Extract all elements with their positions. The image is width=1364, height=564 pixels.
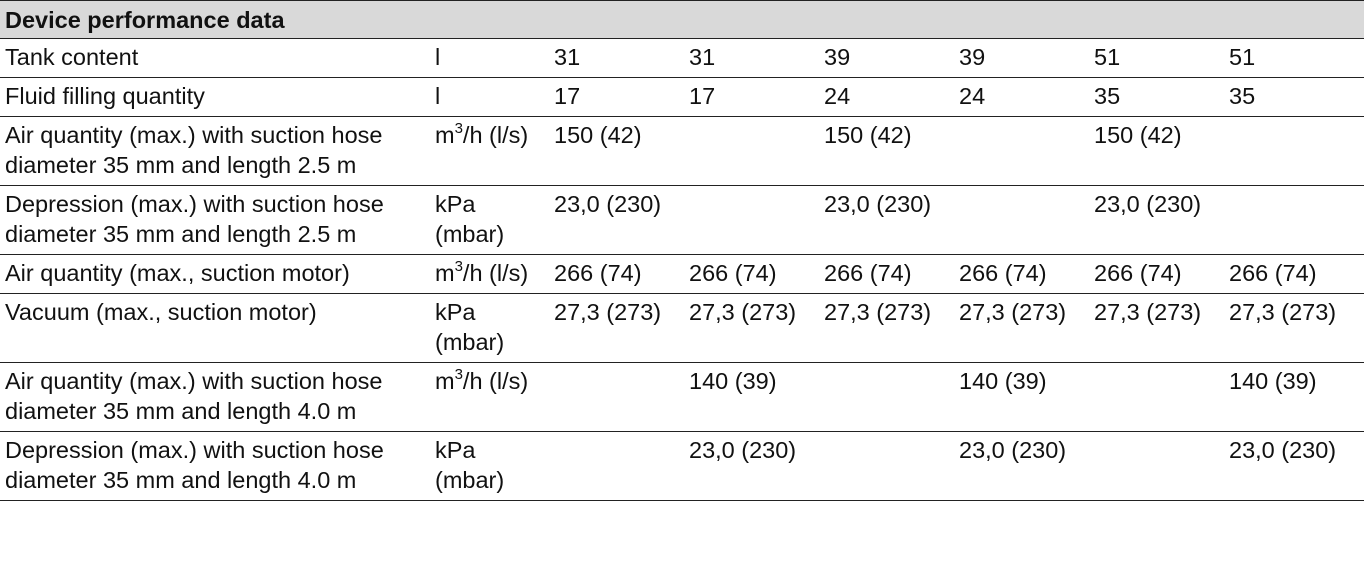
row-unit: m3/h (l/s) <box>430 254 549 294</box>
device-performance-table: Device performance data Tank content l 31 3… <box>0 0 1364 501</box>
value-cell: 17 <box>549 77 684 117</box>
row-label: Tank content <box>0 38 430 78</box>
row-unit: l <box>430 38 549 78</box>
value-cell <box>954 116 1089 186</box>
table-row: Depression (max.) with suction hose diam… <box>0 431 1364 501</box>
value-cell <box>1224 185 1364 255</box>
value-cell: 31 <box>549 38 684 78</box>
value-cell <box>684 116 819 186</box>
unit-suffix: /h (l/s) <box>462 260 529 286</box>
unit-suffix: /h (l/s) <box>462 122 529 148</box>
value-cell: 266 (74) <box>1089 254 1224 294</box>
value-cell <box>819 431 954 501</box>
value-cell: 140 (39) <box>1224 362 1364 432</box>
value-cell: 266 (74) <box>549 254 684 294</box>
value-cell: 150 (42) <box>819 116 954 186</box>
value-cell <box>819 362 954 432</box>
value-cell <box>684 185 819 255</box>
value-cell: 31 <box>684 38 819 78</box>
row-label: Air quantity (max., suction motor) <box>0 254 430 294</box>
value-cell: 150 (42) <box>1089 116 1224 186</box>
value-cell: 17 <box>684 77 819 117</box>
value-cell: 23,0 (230) <box>549 185 684 255</box>
value-cell <box>1224 116 1364 186</box>
value-cell: 266 (74) <box>954 254 1089 294</box>
unit-base: m <box>435 260 455 286</box>
value-cell <box>549 431 684 501</box>
row-label: Air quantity (max.) with suction hose di… <box>0 116 430 186</box>
value-cell: 27,3 (273) <box>684 293 819 363</box>
table-row: Tank content l 31 31 39 39 51 51 <box>0 38 1364 78</box>
unit-exponent: 3 <box>454 120 463 138</box>
value-cell: 27,3 (273) <box>954 293 1089 363</box>
row-unit: m3/h (l/s) <box>430 116 549 186</box>
row-label: Air quantity (max.) with suction hose di… <box>0 362 430 432</box>
value-cell: 27,3 (273) <box>549 293 684 363</box>
value-cell: 39 <box>819 38 954 78</box>
value-cell: 266 (74) <box>819 254 954 294</box>
value-cell: 35 <box>1224 77 1364 117</box>
row-label: Depression (max.) with suction hose diam… <box>0 185 430 255</box>
value-cell: 35 <box>1089 77 1224 117</box>
value-cell <box>549 362 684 432</box>
table-title-row: Device performance data <box>0 0 1364 39</box>
value-cell: 51 <box>1089 38 1224 78</box>
unit-base: l <box>435 44 441 70</box>
row-label: Fluid filling quantity <box>0 77 430 117</box>
value-cell: 140 (39) <box>684 362 819 432</box>
value-cell: 140 (39) <box>954 362 1089 432</box>
value-cell: 27,3 (273) <box>819 293 954 363</box>
table-row: Air quantity (max.) with suction hose di… <box>0 116 1364 186</box>
value-cell: 23,0 (230) <box>1224 431 1364 501</box>
value-cell: 23,0 (230) <box>684 431 819 501</box>
value-cell: 39 <box>954 38 1089 78</box>
unit-base: m <box>435 122 455 148</box>
value-cell: 23,0 (230) <box>954 431 1089 501</box>
value-cell: 23,0 (230) <box>819 185 954 255</box>
unit-base: kPa (mbar) <box>435 437 505 493</box>
value-cell: 23,0 (230) <box>1089 185 1224 255</box>
value-cell: 24 <box>819 77 954 117</box>
row-unit: kPa (mbar) <box>430 185 549 255</box>
unit-base: m <box>435 368 455 394</box>
unit-exponent: 3 <box>454 258 463 276</box>
value-cell: 266 (74) <box>1224 254 1364 294</box>
table-row: Depression (max.) with suction hose diam… <box>0 185 1364 255</box>
value-cell: 24 <box>954 77 1089 117</box>
row-label: Depression (max.) with suction hose diam… <box>0 431 430 501</box>
row-unit: kPa (mbar) <box>430 293 549 363</box>
row-unit: m3/h (l/s) <box>430 362 549 432</box>
unit-suffix: /h (l/s) <box>462 368 529 394</box>
row-unit: l <box>430 77 549 117</box>
unit-base: kPa (mbar) <box>435 299 505 355</box>
value-cell <box>1089 431 1224 501</box>
row-unit: kPa (mbar) <box>430 431 549 501</box>
unit-base: kPa (mbar) <box>435 191 505 247</box>
unit-base: l <box>435 83 441 109</box>
value-cell: 266 (74) <box>684 254 819 294</box>
value-cell: 51 <box>1224 38 1364 78</box>
value-cell <box>1089 362 1224 432</box>
value-cell: 27,3 (273) <box>1089 293 1224 363</box>
value-cell: 150 (42) <box>549 116 684 186</box>
table-row: Vacuum (max., suction motor) kPa (mbar) 27… <box>0 293 1364 363</box>
table-row: Fluid filling quantity l 17 17 24 24 35 35 <box>0 77 1364 117</box>
value-cell: 27,3 (273) <box>1224 293 1364 363</box>
unit-exponent: 3 <box>454 366 463 384</box>
row-label: Vacuum (max., suction motor) <box>0 293 430 363</box>
table-title: Device performance data <box>0 0 1364 39</box>
table-row: Air quantity (max., suction motor) m3/h (… <box>0 254 1364 294</box>
table-row: Air quantity (max.) with suction hose di… <box>0 362 1364 432</box>
value-cell <box>954 185 1089 255</box>
